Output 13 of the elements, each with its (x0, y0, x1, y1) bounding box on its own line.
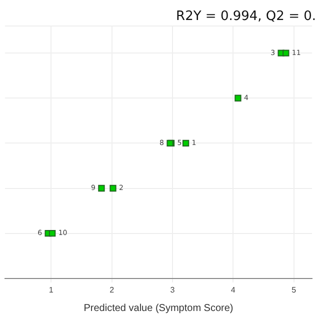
x-tick-label: 2 (110, 285, 115, 294)
point (110, 184, 116, 192)
text: R2Y = 0.994, Q2 = 0. (176, 9, 316, 24)
x-tick-label: 5 (292, 285, 297, 294)
x-tick-label: 3 (170, 285, 176, 294)
x-tick-label: 4 (230, 285, 236, 294)
point (234, 94, 242, 102)
point (98, 184, 105, 192)
point (48, 230, 56, 237)
point (282, 50, 290, 56)
x-tick-label: 1 (48, 285, 54, 294)
point (182, 140, 190, 147)
x-axis-title: Predicted value (Symptom Score) (84, 302, 234, 314)
